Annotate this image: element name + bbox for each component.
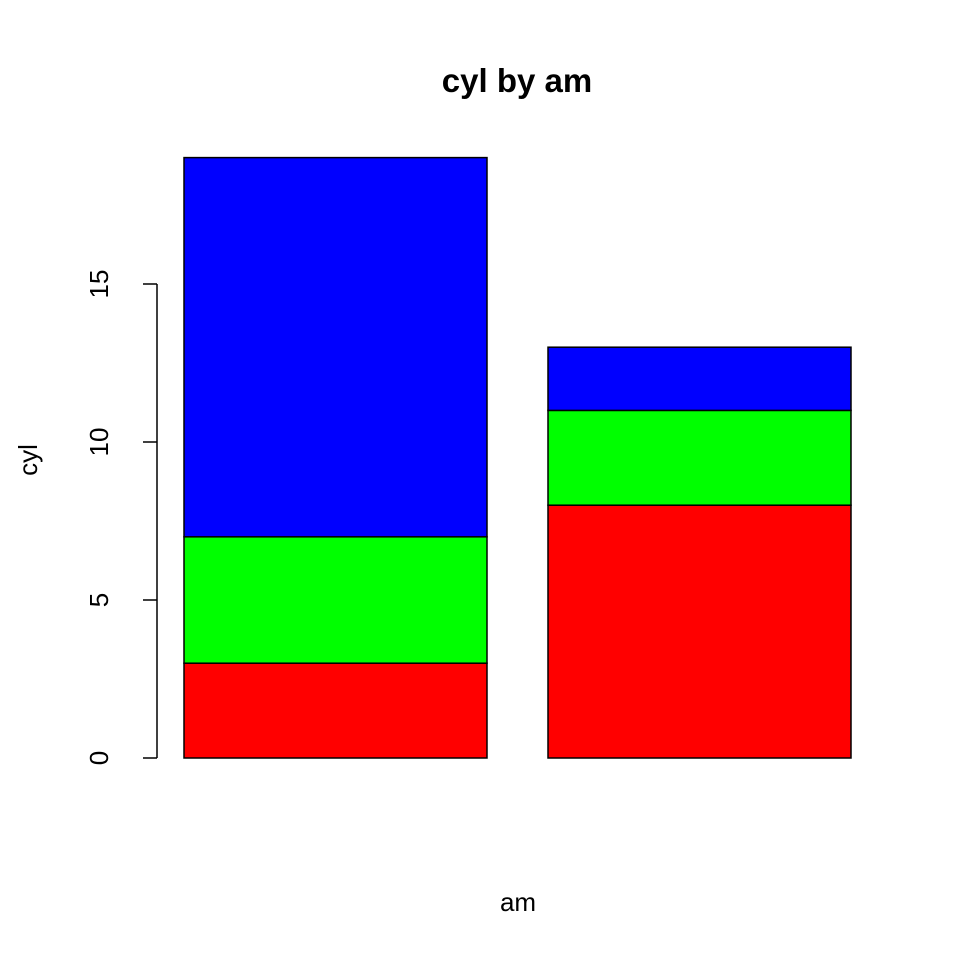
bar-segment-1-3 xyxy=(183,156,488,538)
bar-segment-2-2 xyxy=(547,409,852,506)
x-axis-label: am xyxy=(500,887,536,917)
y-tick-label: 5 xyxy=(84,593,114,607)
bar-segment-2-3 xyxy=(547,346,852,412)
bar-segment-2-1 xyxy=(547,504,852,759)
y-tick-label: 10 xyxy=(84,428,114,457)
y-axis: 0 5 10 15 xyxy=(84,270,158,765)
bar-segment-1-2 xyxy=(183,536,488,664)
bars xyxy=(183,156,852,759)
chart-title: cyl by am xyxy=(442,62,592,99)
bar-segment-1-1 xyxy=(183,662,488,759)
y-tick-label: 15 xyxy=(84,270,114,299)
y-axis-label: cyl xyxy=(13,444,43,476)
y-tick-label: 0 xyxy=(84,751,114,765)
